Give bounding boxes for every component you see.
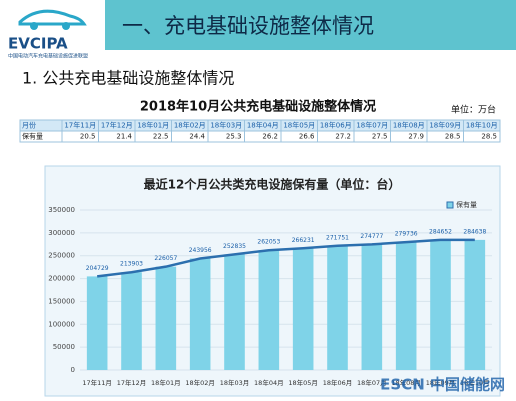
table-cell-text: 27.5 [372,133,388,141]
logo-text: EVCIPA [8,35,68,53]
table-cell-text: 20.5 [80,133,96,141]
table-header-text: 18年03月 [210,121,242,130]
data-label: 284652 [429,228,452,235]
table-header-text: 17年11月 [64,121,96,130]
x-tick-label: 18年02月 [185,378,215,387]
table-cell-text: 27.2 [335,133,351,141]
bar [361,244,383,370]
data-label: 213903 [120,261,143,268]
table-header-text: 18年06月 [320,121,352,130]
data-label: 274777 [360,233,383,240]
table-cell-text: 26.2 [262,133,278,141]
data-label: 284638 [463,228,486,235]
section-title: 1. 公共充电基础设施整体情况 [22,69,234,88]
bar [327,245,348,370]
bar [155,266,177,370]
table-cell-text: 保有量 [22,132,43,141]
x-tick-label: 18年01月 [151,378,181,387]
x-tick-label: 18年09月 [426,378,456,387]
legend-label: 保有量 [456,200,477,209]
x-tick-label: 17年11月 [82,378,112,387]
table-cell-text: 21.4 [116,133,132,141]
bar [464,239,486,370]
plot: 0 50000 100000 150000 200000 250000 300000 3500… [48,200,492,387]
bar [189,258,211,370]
x-tick-label: 18年06月 [323,378,353,387]
bar [258,250,280,370]
y-tick-label: 200000 [48,275,75,283]
data-label: 252835 [223,243,246,250]
data-label: 271751 [326,234,349,241]
table-header-text: 18年01月 [137,121,169,130]
table-cell-text: 27.9 [408,133,424,141]
logo-wheel [62,22,70,30]
table-cell-text: 22.5 [153,133,169,141]
data-label: 204729 [86,265,109,272]
y-tick-label: 250000 [48,252,75,260]
bar [121,272,142,370]
chart-title: 最近12个月公共类充电设施保有量（单位：台） [144,177,401,192]
y-tick-label: 350000 [48,206,75,214]
table-header-text: 月份 [22,121,36,130]
bar [292,248,314,370]
logo-subtitle: 中国电动汽车充电基础设施促进联盟 [8,53,88,60]
table-cell [463,130,501,143]
y-tick-label: 150000 [48,297,75,305]
bar [86,276,108,370]
table-cell-text: 28.5 [445,133,461,141]
bar [224,254,245,370]
table-header-text: 18年04月 [247,121,279,130]
bar [395,242,417,370]
table-header-text: 18年05月 [283,121,315,130]
x-tick-label: 18年03月 [220,378,250,387]
table-header-text: 18年07月 [356,121,388,130]
table-cell-text: 25.3 [226,133,242,141]
table-unit: 单位：万台 [451,104,496,116]
x-tick-label: 18年10月 [460,378,490,387]
bar [430,239,451,370]
table-header-text: 18年09月 [429,121,461,130]
watermark: ESCN 中国储能网 [380,376,505,394]
title-bar [105,0,516,50]
y-tick-label: 300000 [48,229,75,237]
y-tick-label: 50000 [53,343,75,351]
data-label: 266231 [292,237,315,244]
table-cell-text: 28.5 [481,133,497,141]
data-label: 279736 [395,231,418,238]
table-cell-text: 24.4 [189,133,205,141]
trend-line [97,238,475,278]
table: 月份 17年11月 17年12月 18年01月 18年02月 18年03月 18年04月 18… [19,119,501,143]
x-tick-label: 18年07月 [357,378,387,387]
y-tick-label: 100000 [48,320,75,328]
table-header-text: 17年12月 [101,121,133,130]
table-cell-text: 26.6 [299,133,315,141]
legend-swatch [446,201,454,209]
logo-icon [18,9,87,26]
x-tick-label: 18年05月 [288,378,318,387]
data-label: 226057 [154,255,177,262]
data-label: 262053 [257,239,280,246]
table-title: 2018年10月公共充电基础设施整体情况 [140,99,376,115]
x-tick-label: 18年08月 [391,378,421,387]
slide-title: 一、充电基础设施整体情况 [122,14,374,38]
x-tick-label: 18年04月 [254,378,284,387]
data-label: 243956 [189,247,212,254]
table-header-text: 18年08月 [393,121,425,130]
logo-wheel [30,22,38,30]
table-header-text: 18年10月 [466,121,498,130]
y-tick-label: 0 [71,366,75,374]
table-header-text: 18年02月 [174,121,206,130]
x-tick-label: 17年12月 [117,378,147,387]
